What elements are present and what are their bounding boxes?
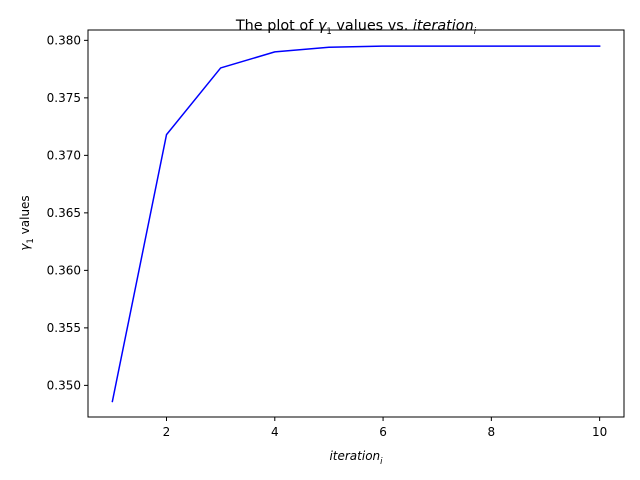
x-tick-label: 2	[163, 425, 171, 439]
x-tick-label: 6	[379, 425, 387, 439]
axes-frame	[87, 29, 625, 418]
y-axis-label-sub: 1	[26, 238, 36, 243]
x-axis-label-var: iteration	[329, 449, 380, 463]
y-tick-label: 0.380	[47, 33, 81, 47]
series-line	[111, 45, 601, 403]
y-axis-label: γ1 values	[18, 195, 36, 250]
x-axis-ticks: 2 4 6 8 10	[163, 417, 607, 439]
y-tick-label: 0.375	[47, 91, 81, 105]
y-axis-label-suffix: values	[18, 195, 32, 238]
y-tick-label: 0.365	[47, 206, 81, 220]
x-axis-label-sub: i	[380, 457, 383, 467]
y-tick-label: 0.360	[47, 263, 81, 277]
chart-title-middle: values vs.	[332, 18, 413, 34]
y-tick-label: 0.355	[47, 321, 81, 335]
x-tick-label: 4	[271, 425, 279, 439]
chart-title-prefix: The plot of	[235, 18, 318, 34]
x-tick-label: 8	[488, 425, 496, 439]
chart-title-var1-sub: 1	[326, 27, 331, 37]
x-axis-label: iterationi	[329, 449, 383, 467]
x-tick-label: 10	[592, 425, 607, 439]
chart-title-var2: iteration	[413, 18, 474, 34]
y-tick-label: 0.370	[47, 148, 81, 162]
y-axis-ticks: 0.350 0.355 0.360 0.365 0.370 0.375 0.380	[47, 33, 88, 392]
chart-title-var1: γ	[318, 18, 328, 34]
y-axis-label-var: γ	[18, 243, 32, 251]
chart-title-var2-sub: i	[474, 27, 477, 37]
y-tick-label: 0.350	[47, 378, 81, 392]
chart-title: The plot of γ1 values vs. iterationi	[235, 18, 477, 37]
